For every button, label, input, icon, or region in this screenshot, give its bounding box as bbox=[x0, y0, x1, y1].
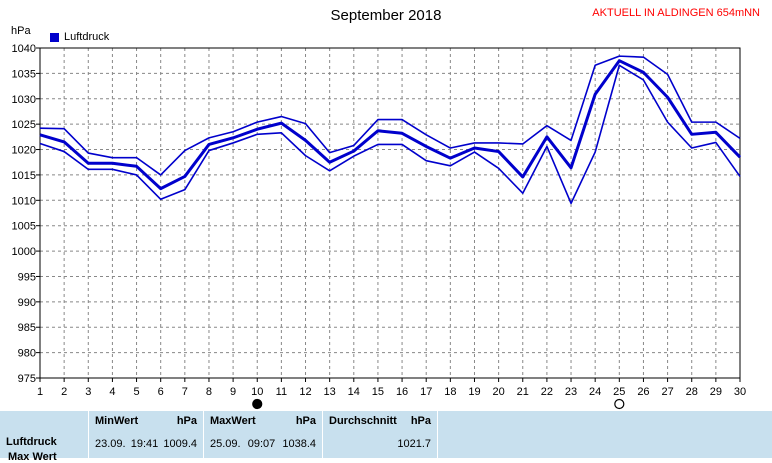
x-axis-ticks: 1 2 3 4 5 6 7 8 9 10 11 12 13 14 15 16 17 18 19 20 21 22 23 24 2… bbox=[37, 378, 746, 398]
y-tick-label: 1030 bbox=[12, 94, 36, 106]
chart-grid bbox=[39, 47, 741, 379]
x-tick-label: 16 bbox=[396, 386, 408, 398]
y-axis-ticks: 975 980 985 990 995 1000 1005 1010 1015 1020 1025 1… bbox=[12, 43, 40, 385]
avg-header: Durchschnitt bbox=[329, 415, 397, 427]
y-tick-label: 995 bbox=[18, 271, 36, 283]
stats-table: Luftdruck MinWert hPa 23.09. 19:41 1009.4 M… bbox=[0, 411, 750, 458]
chart-title: September 2018 bbox=[330, 7, 442, 24]
x-tick-label: 25 bbox=[613, 386, 625, 398]
max-header: MaxWert bbox=[210, 415, 256, 427]
legend-swatch bbox=[50, 32, 59, 42]
moon-markers bbox=[252, 398, 625, 410]
x-tick-label: 19 bbox=[468, 386, 480, 398]
y-tick-label: 975 bbox=[18, 373, 36, 385]
x-tick-label: 2 bbox=[61, 386, 67, 398]
y-tick-label: 1040 bbox=[12, 43, 36, 55]
stats-max-cell: MaxWert hPa 25.09. 09:07 1038.4 bbox=[203, 411, 323, 458]
station-label: AKTUELL IN ALDINGEN 654mNN bbox=[592, 7, 760, 19]
avg-value: 1021.7 bbox=[397, 438, 431, 450]
y-tick-label: 1035 bbox=[12, 68, 36, 80]
x-tick-label: 21 bbox=[517, 386, 529, 398]
y-tick-label: 980 bbox=[18, 348, 36, 360]
pressure-chart: 9759809859909951000100510101015102010251… bbox=[12, 43, 746, 410]
new-moon-icon bbox=[252, 398, 263, 410]
min-date: 23.09. bbox=[95, 438, 126, 450]
plot-frame bbox=[39, 47, 741, 379]
series-line-max bbox=[39, 55, 741, 176]
min-unit: hPa bbox=[176, 415, 197, 427]
y-tick-label: 1010 bbox=[12, 195, 36, 207]
x-tick-label: 1 bbox=[37, 386, 43, 398]
y-tick-label: 985 bbox=[18, 322, 36, 334]
min-time: 19:41 bbox=[130, 438, 159, 450]
min-value: 1009.4 bbox=[163, 438, 197, 450]
stats-min-cell: MinWert hPa 23.09. 19:41 1009.4 bbox=[88, 411, 204, 458]
x-tick-label: 6 bbox=[158, 386, 164, 398]
max-unit: hPa bbox=[295, 415, 316, 427]
y-tick-label: 1000 bbox=[12, 246, 36, 258]
stats-avg-cell: Durchschnitt hPa 1021.7 bbox=[322, 411, 438, 458]
x-tick-label: 20 bbox=[492, 386, 504, 398]
x-tick-label: 23 bbox=[565, 386, 577, 398]
stats-empty-cell bbox=[438, 411, 751, 458]
series-line-avg bbox=[39, 59, 742, 191]
stats-next-row-label: Max Wert bbox=[8, 451, 57, 463]
x-tick-label: 9 bbox=[230, 386, 236, 398]
y-axis-unit: hPa bbox=[11, 25, 31, 37]
x-tick-label: 22 bbox=[541, 386, 553, 398]
x-tick-label: 27 bbox=[661, 386, 673, 398]
stats-row-label: Luftdruck bbox=[0, 411, 89, 458]
x-tick-label: 14 bbox=[348, 386, 360, 398]
x-tick-label: 28 bbox=[686, 386, 698, 398]
max-date: 25.09. bbox=[210, 438, 241, 450]
x-tick-label: 8 bbox=[206, 386, 212, 398]
x-tick-label: 30 bbox=[734, 386, 746, 398]
x-tick-label: 11 bbox=[276, 386, 287, 398]
x-tick-label: 10 bbox=[251, 386, 263, 398]
min-header: MinWert bbox=[95, 415, 139, 427]
x-tick-label: 15 bbox=[372, 386, 384, 398]
x-tick-label: 3 bbox=[85, 386, 91, 398]
x-tick-label: 12 bbox=[299, 386, 311, 398]
full-moon-icon bbox=[614, 398, 625, 410]
y-tick-label: 1005 bbox=[12, 221, 36, 233]
x-tick-label: 18 bbox=[444, 386, 456, 398]
y-tick-label: 1015 bbox=[12, 170, 36, 182]
series-line-min bbox=[39, 64, 741, 205]
x-tick-label: 29 bbox=[710, 386, 722, 398]
legend-label: Luftdruck bbox=[64, 31, 110, 43]
x-tick-label: 5 bbox=[133, 386, 139, 398]
chart-series bbox=[39, 55, 742, 205]
stats-panel: Luftdruck MinWert hPa 23.09. 19:41 1009.4 M… bbox=[0, 411, 772, 458]
x-tick-label: 4 bbox=[109, 386, 115, 398]
max-time: 09:07 bbox=[247, 438, 276, 450]
x-tick-label: 26 bbox=[637, 386, 649, 398]
max-value: 1038.4 bbox=[282, 438, 316, 450]
x-tick-label: 24 bbox=[589, 386, 601, 398]
x-tick-label: 17 bbox=[420, 386, 432, 398]
x-tick-label: 13 bbox=[324, 386, 336, 398]
chart-legend: Luftdruck bbox=[50, 31, 109, 43]
y-tick-label: 1020 bbox=[12, 145, 36, 157]
avg-unit: hPa bbox=[410, 415, 431, 427]
x-tick-label: 7 bbox=[182, 386, 188, 398]
y-tick-label: 990 bbox=[18, 297, 36, 309]
y-tick-label: 1025 bbox=[12, 119, 36, 131]
